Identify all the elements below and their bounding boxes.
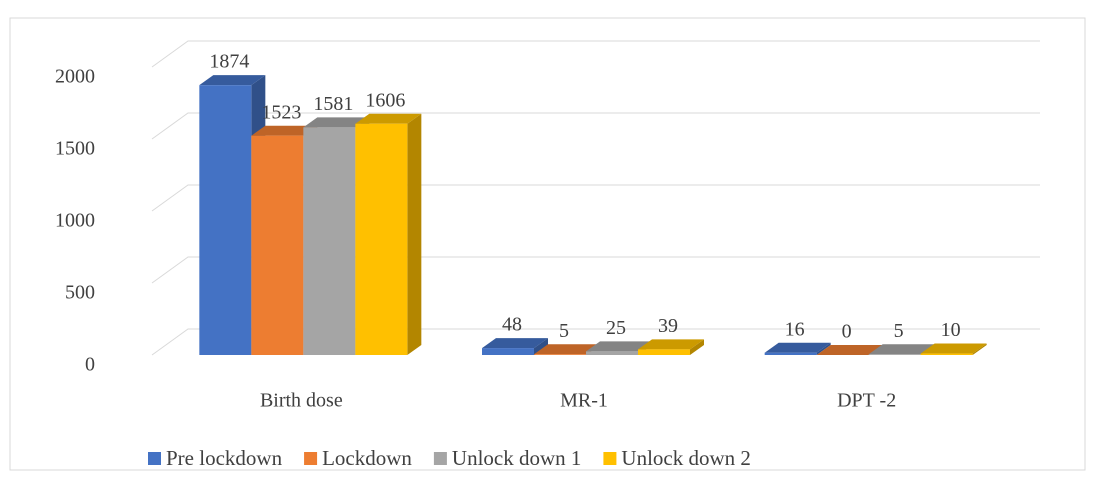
bar <box>868 354 921 355</box>
value-label: 5 <box>559 320 569 342</box>
chart-frame <box>9 17 1086 471</box>
bar <box>303 127 356 355</box>
grid-line <box>151 40 1040 68</box>
value-label: 0 <box>842 321 852 343</box>
grid-line <box>151 184 1040 212</box>
x-tick-label: DPT -2 <box>837 390 896 412</box>
y-tick-label: 500 <box>65 282 95 304</box>
bar-top <box>816 345 883 355</box>
bar <box>534 354 586 355</box>
value-label: 1581 <box>313 93 353 115</box>
bar-top <box>303 117 370 128</box>
bar-top <box>251 125 318 136</box>
value-label: 16 <box>785 318 805 340</box>
bar <box>638 349 690 355</box>
bar <box>586 351 638 355</box>
bar-top <box>638 339 704 350</box>
bar-top <box>764 342 831 353</box>
grid-line <box>151 328 1040 356</box>
bar-side <box>816 342 831 355</box>
legend-label: Unlock down 2 <box>621 446 751 470</box>
legend-label: Unlock down 1 <box>452 446 582 470</box>
value-label: 48 <box>502 314 522 336</box>
bar-side <box>690 339 704 355</box>
legend-label: Lockdown <box>322 446 412 470</box>
bar-side <box>972 343 987 355</box>
value-label: 1874 <box>209 51 249 73</box>
bar <box>251 135 304 355</box>
grid-line <box>151 256 1040 284</box>
bar-side <box>407 113 422 356</box>
bar-top <box>920 343 987 354</box>
value-label: 5 <box>894 320 904 342</box>
y-tick-label: 1500 <box>55 138 95 160</box>
x-tick-label: Birth dose <box>260 390 343 412</box>
bar <box>764 352 817 355</box>
bar <box>355 123 408 356</box>
x-tick-label: MR-1 <box>560 390 608 412</box>
legend-swatch <box>603 452 617 465</box>
value-label: 1606 <box>365 89 405 111</box>
bar <box>199 85 252 356</box>
grid-line <box>151 112 1040 140</box>
bar <box>482 348 534 355</box>
y-tick-label: 0 <box>85 354 95 376</box>
bar-top <box>355 113 422 124</box>
y-tick-label: 2000 <box>55 66 95 88</box>
value-label: 10 <box>941 319 961 341</box>
bar-top <box>586 341 652 352</box>
value-label: 1523 <box>261 101 301 123</box>
bar-top <box>199 75 266 86</box>
legend-swatch <box>148 452 161 465</box>
bar-top <box>868 344 935 355</box>
bar-top <box>482 338 548 349</box>
legend: Pre lockdown Lockdown Unlock down 1 Unlock … <box>148 446 751 470</box>
bar <box>920 353 973 355</box>
legend-label: Pre lockdown <box>166 446 283 470</box>
legend-swatch <box>304 452 318 465</box>
bar-top <box>534 344 600 355</box>
y-tick-label: 1000 <box>55 210 95 232</box>
value-label: 25 <box>606 317 626 339</box>
bar-side <box>534 338 548 355</box>
legend-swatch <box>433 452 447 465</box>
value-label: 39 <box>658 315 678 337</box>
